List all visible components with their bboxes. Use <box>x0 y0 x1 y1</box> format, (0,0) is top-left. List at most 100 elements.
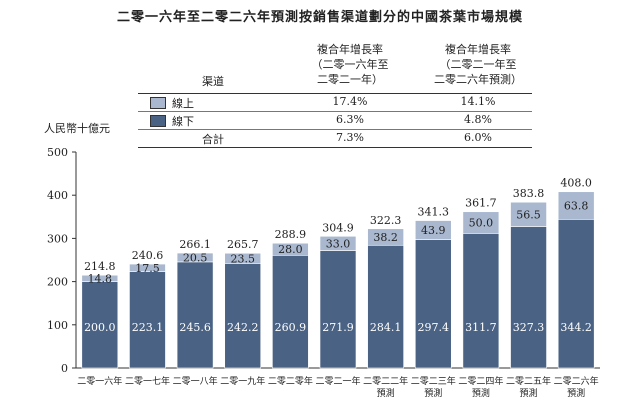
offline-value-label: 327.3 <box>513 321 545 334</box>
total-value-label: 322.3 <box>370 214 402 227</box>
total-value-label: 361.7 <box>465 197 497 210</box>
total-value-label: 266.1 <box>179 238 211 251</box>
offline-value-label: 223.1 <box>132 321 164 334</box>
bar-online <box>129 263 166 272</box>
y-tick-label: 200 <box>47 276 68 289</box>
legend-swatch-online <box>150 97 166 109</box>
online-value-label: 17.5 <box>135 262 160 275</box>
table-rule-bottom <box>138 147 532 148</box>
total-cagr-1: 7.3% <box>336 131 364 144</box>
offline-value-label: 344.2 <box>560 321 592 334</box>
col2-header-line2: （二零二一年至 <box>439 58 517 71</box>
online-value-label: 14.8 <box>88 272 113 285</box>
total-value-label: 265.7 <box>227 238 259 251</box>
legend-label-offline: 線下 <box>172 115 194 128</box>
bar-offline <box>129 271 166 369</box>
legend-swatch-offline <box>150 115 166 127</box>
x-tick-label: 二零一七年 <box>125 375 170 387</box>
bar-online <box>81 274 119 282</box>
col1-header: 複合年增長率 （二零一六年至 二零二一年） <box>300 42 400 87</box>
col1-header-line1: 複合年增長率 <box>317 43 383 56</box>
col1-header-line3: 二零二一年） <box>317 73 383 86</box>
bar-offline <box>176 261 214 369</box>
bar-offline <box>367 244 404 369</box>
x-tick-label: 二零二零年 <box>268 375 313 387</box>
y-axis-unit-label: 人民幣十億元 <box>44 122 110 135</box>
x-tick-label: 二零二一年 <box>315 375 360 387</box>
table-rule-1 <box>138 111 532 112</box>
bar-online <box>414 220 452 240</box>
bar-offline <box>224 263 262 369</box>
bar-offline <box>319 250 357 369</box>
bar-offline <box>272 254 309 369</box>
legend-label-online: 線上 <box>172 97 194 110</box>
offline-value-label: 297.4 <box>418 321 450 334</box>
total-value-label: 408.0 <box>560 177 592 190</box>
x-tick-label: 預測 <box>424 387 442 399</box>
bar-offline <box>414 239 452 369</box>
col2-header-line1: 複合年增長率 <box>445 43 511 56</box>
bar-online <box>319 235 357 251</box>
x-tick-label: 二零二二年 <box>363 375 408 387</box>
y-tick-label: 0 <box>61 362 68 375</box>
bar-offline <box>81 281 119 369</box>
total-value-label: 383.8 <box>513 187 545 200</box>
bar-online <box>272 242 309 256</box>
online-value-label: 28.0 <box>278 243 303 256</box>
bar-online <box>176 252 214 263</box>
x-tick-label: 二零二三年 <box>411 375 456 387</box>
col1-header-line2: （二零一六年至 <box>311 58 389 71</box>
bar-online <box>510 201 547 227</box>
chart-title: 二零一六年至二零二六年預測按銷售渠道劃分的中國茶葉市場規模 <box>116 10 523 25</box>
total-value-label: 341.3 <box>418 206 450 219</box>
y-tick-label: 300 <box>47 232 68 245</box>
total-value-label: 288.9 <box>275 228 307 241</box>
x-tick-label: 二零二六年 <box>554 375 599 387</box>
bar-offline <box>557 219 595 369</box>
col2-header: 複合年增長率 （二零二一年至 二零二六年預測） <box>424 42 532 87</box>
offline-value-label: 200.0 <box>84 321 116 334</box>
offline-value-label: 242.2 <box>227 321 259 334</box>
x-tick-label: 二零一八年 <box>173 375 218 387</box>
online-value-label: 23.5 <box>230 252 255 265</box>
total-label: 合計 <box>202 133 224 146</box>
x-tick-label: 二零二四年 <box>458 375 503 387</box>
x-tick-label: 二零一九年 <box>220 375 265 387</box>
total-cagr-2: 6.0% <box>464 131 492 144</box>
offline-value-label: 311.7 <box>465 321 497 334</box>
bar-online <box>224 252 262 264</box>
online-value-label: 20.5 <box>183 251 208 264</box>
total-value-label: 240.6 <box>132 249 164 262</box>
x-tick-label: 預測 <box>567 387 585 399</box>
total-value-label: 304.9 <box>322 221 354 234</box>
x-tick-label: 二零二五年 <box>506 375 551 387</box>
offline-value-label: 245.6 <box>179 321 211 334</box>
x-tick-label: 預測 <box>472 387 490 399</box>
total-value-label: 214.8 <box>84 260 116 273</box>
online-value-label: 43.9 <box>421 224 446 237</box>
offline-value-label: 260.9 <box>275 321 307 334</box>
bar-online <box>557 191 595 220</box>
online-cagr-2: 14.1% <box>460 95 496 108</box>
y-tick-label: 500 <box>47 146 68 159</box>
online-value-label: 33.0 <box>326 237 351 250</box>
online-value-label: 56.5 <box>516 208 541 221</box>
online-value-label: 50.0 <box>469 217 494 230</box>
offline-value-label: 271.9 <box>322 321 354 334</box>
x-tick-label: 預測 <box>377 387 395 399</box>
bar-offline <box>462 233 500 369</box>
y-tick-label: 100 <box>47 319 68 332</box>
bar-online <box>367 228 404 246</box>
y-tick-label: 400 <box>47 189 68 202</box>
online-value-label: 63.8 <box>564 200 589 213</box>
bar-offline <box>510 226 547 369</box>
offline-cagr-1: 6.3% <box>336 113 364 126</box>
online-value-label: 38.2 <box>373 231 398 244</box>
x-tick-label: 預測 <box>520 387 538 399</box>
channel-header: 渠道 <box>202 75 224 88</box>
col2-header-line3: 二零二六年預測） <box>434 73 522 86</box>
x-tick-label: 二零一六年 <box>77 375 122 387</box>
table-rule-2 <box>138 129 532 130</box>
table-rule-top <box>138 93 532 94</box>
